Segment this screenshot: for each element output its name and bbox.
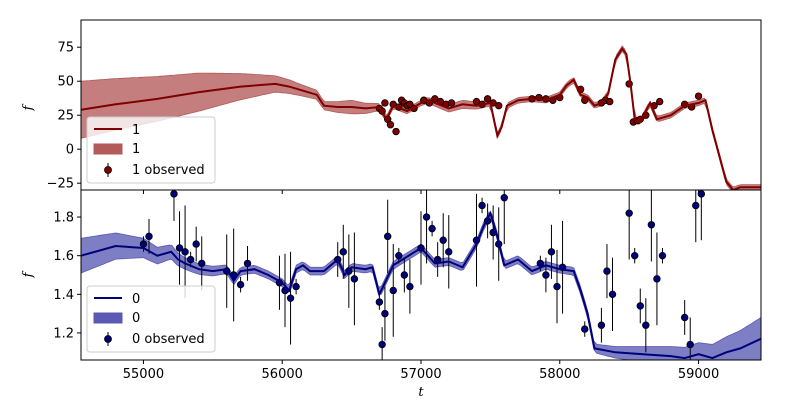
bottom-panel: 1.2 1.4 1.6 1.8 55000 56000 57000 58000 59000 f… bbox=[21, 189, 762, 400]
bottom-mean-line bbox=[81, 210, 761, 360]
y-tick-label: 0 bbox=[66, 143, 74, 158]
y-tick-label: 1.6 bbox=[53, 249, 74, 264]
bottom-legend-label-line: 0 bbox=[132, 292, 140, 307]
x-tick-label: 59000 bbox=[678, 367, 719, 382]
observed-point bbox=[339, 248, 347, 256]
observed-point bbox=[581, 325, 589, 333]
observed-point bbox=[392, 127, 400, 136]
observed-point bbox=[608, 290, 617, 299]
top-mean-line bbox=[81, 46, 761, 190]
observed-point bbox=[145, 232, 153, 241]
observed-point bbox=[175, 244, 184, 252]
y-tick-label: 75 bbox=[57, 41, 74, 56]
bottom-legend-label-observed: 0 observed bbox=[132, 332, 205, 347]
top-legend-band-swatch bbox=[93, 143, 123, 155]
observed-point bbox=[378, 340, 386, 349]
bottom-x-ticks: 55000 56000 57000 58000 59000 bbox=[123, 360, 719, 382]
observed-point bbox=[422, 213, 431, 221]
bottom-legend-label-band: 0 bbox=[132, 311, 140, 326]
observed-point bbox=[381, 99, 389, 107]
bottom-legend: 0 0 0 observed bbox=[86, 285, 216, 353]
y-tick-label: 1.2 bbox=[53, 326, 74, 341]
observed-point bbox=[445, 248, 453, 256]
observed-point bbox=[603, 267, 611, 275]
bottom-plot-area bbox=[81, 190, 761, 360]
top-legend-box bbox=[86, 116, 216, 184]
bottom-legend-marker-swatch bbox=[104, 335, 112, 343]
observed-point bbox=[692, 201, 700, 210]
observed-point bbox=[170, 190, 178, 198]
y-tick-label: 25 bbox=[57, 109, 74, 124]
x-axis-label: t bbox=[418, 385, 424, 400]
observed-point bbox=[553, 282, 561, 291]
bottom-legend-box bbox=[86, 285, 216, 353]
observed-point bbox=[478, 201, 486, 210]
observed-point bbox=[625, 209, 633, 217]
observed-point bbox=[198, 259, 206, 268]
top-legend-label-observed: 1 observed bbox=[132, 163, 205, 178]
observed-point bbox=[375, 298, 384, 306]
y-tick-label: 50 bbox=[57, 75, 74, 90]
bottom-legend-band-swatch bbox=[93, 312, 123, 324]
bottom-y-ticks: 1.2 1.4 1.6 1.8 bbox=[53, 211, 81, 341]
y-tick-label: −25 bbox=[47, 177, 74, 192]
observed-point bbox=[400, 271, 409, 279]
observed-point bbox=[192, 240, 200, 248]
observed-point bbox=[236, 280, 245, 289]
observed-point bbox=[389, 286, 397, 295]
observed-point bbox=[631, 251, 639, 260]
observed-point bbox=[428, 224, 436, 233]
observed-point bbox=[350, 275, 359, 283]
observed-point bbox=[606, 97, 614, 106]
x-tick-label: 56000 bbox=[262, 367, 303, 382]
top-legend-label-band: 1 bbox=[132, 142, 140, 157]
observed-point bbox=[697, 190, 706, 198]
observed-point bbox=[139, 240, 148, 248]
top-legend-marker-swatch bbox=[104, 166, 112, 174]
observed-point bbox=[439, 236, 447, 244]
observed-point bbox=[286, 294, 295, 302]
x-tick-label: 55000 bbox=[123, 367, 164, 382]
observed-point bbox=[181, 248, 189, 256]
top-panel: −25 0 25 50 75 f 1 1 1 observed bbox=[21, 19, 762, 194]
observed-point bbox=[658, 251, 667, 260]
bottom-observed-points bbox=[139, 190, 706, 360]
observed-point bbox=[243, 259, 252, 268]
observed-point bbox=[686, 340, 694, 349]
observed-point bbox=[292, 282, 300, 291]
observed-point bbox=[500, 194, 508, 202]
observed-point bbox=[653, 275, 661, 283]
observed-point bbox=[395, 251, 403, 260]
top-plot-area bbox=[81, 45, 761, 190]
observed-point bbox=[542, 271, 550, 279]
top-legend: 1 1 1 observed bbox=[86, 116, 216, 184]
observed-point bbox=[647, 221, 656, 229]
observed-point bbox=[636, 302, 644, 310]
observed-point bbox=[383, 232, 392, 241]
observed-point bbox=[447, 99, 456, 107]
observed-point bbox=[386, 121, 395, 129]
top-uncertainty-band bbox=[81, 45, 761, 190]
x-tick-label: 57000 bbox=[400, 367, 441, 382]
observed-point bbox=[406, 282, 414, 291]
observed-point bbox=[547, 248, 556, 256]
y-tick-label: 1.8 bbox=[53, 211, 74, 226]
observed-point bbox=[680, 313, 689, 322]
top-y-ticks: −25 0 25 50 75 bbox=[47, 41, 700, 194]
observed-point bbox=[642, 321, 650, 329]
observed-point bbox=[483, 95, 492, 103]
top-legend-label-line: 1 bbox=[132, 123, 140, 138]
observed-point bbox=[655, 97, 664, 106]
top-y-axis-label: f bbox=[21, 103, 36, 111]
x-tick-label: 58000 bbox=[539, 367, 580, 382]
observed-point bbox=[186, 255, 195, 264]
y-tick-label: 1.4 bbox=[53, 288, 74, 303]
observed-point bbox=[694, 92, 703, 100]
observed-point bbox=[495, 101, 503, 110]
bottom-y-axis-label: f bbox=[21, 270, 36, 278]
observed-point bbox=[381, 309, 389, 318]
observed-point bbox=[597, 321, 606, 329]
